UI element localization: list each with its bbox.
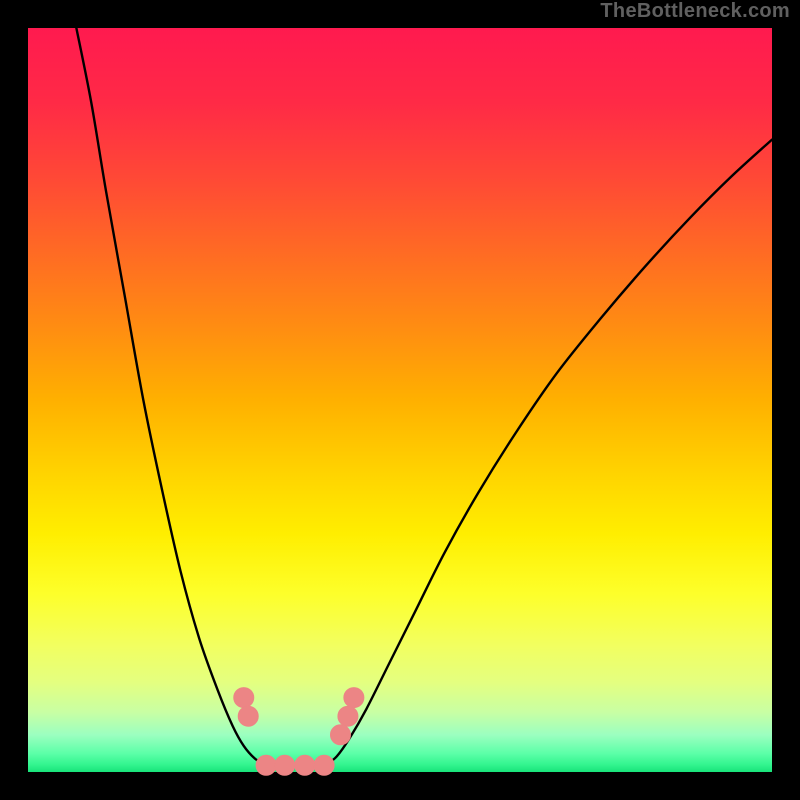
data-marker (238, 706, 258, 726)
data-marker (295, 755, 315, 775)
data-marker (344, 688, 364, 708)
chart-container: TheBottleneck.com (0, 0, 800, 800)
data-marker (234, 688, 254, 708)
watermark-text: TheBottleneck.com (600, 0, 790, 23)
bottleneck-chart-svg (0, 0, 800, 800)
data-marker (275, 755, 295, 775)
data-marker (338, 706, 358, 726)
data-marker (256, 755, 276, 775)
data-marker (314, 755, 334, 775)
heat-gradient-area (28, 28, 772, 772)
data-marker (330, 725, 350, 745)
